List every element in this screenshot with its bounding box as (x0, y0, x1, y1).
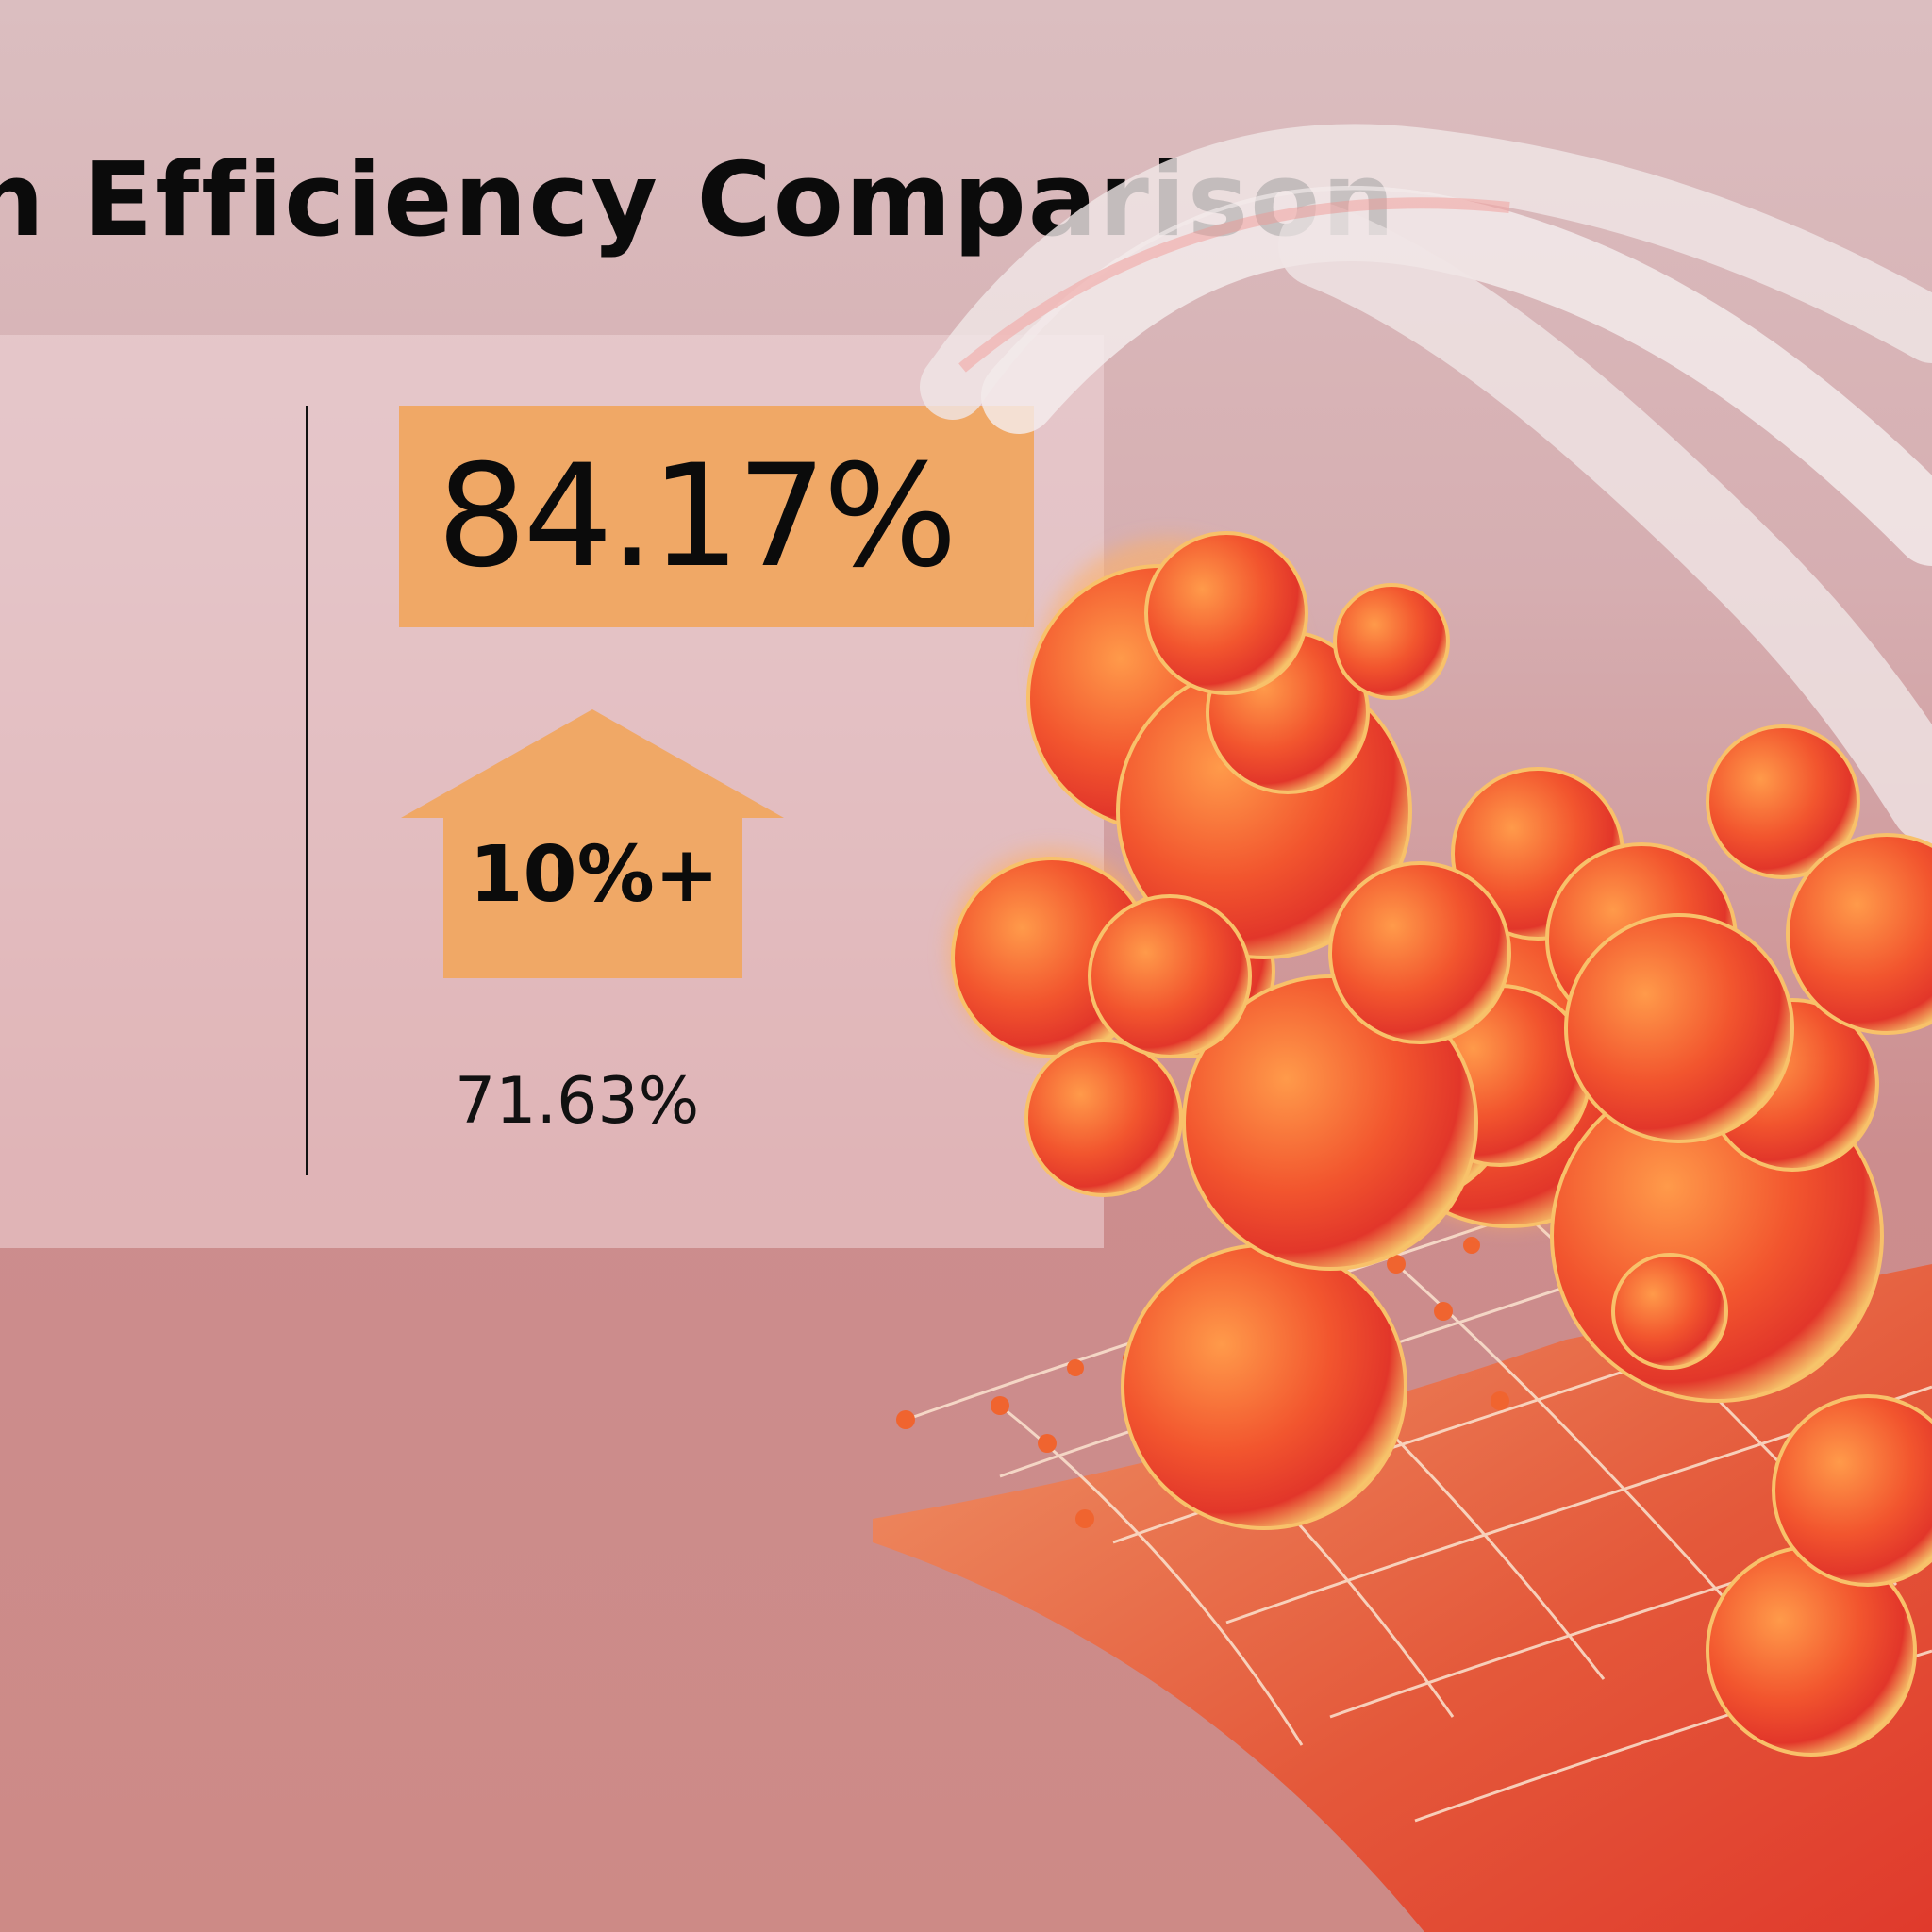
card-divider (306, 406, 308, 1175)
improved-value: 84.17% (437, 434, 958, 599)
baseline-value: 71.63% (455, 1064, 700, 1139)
increase-label: 10%+ (469, 830, 720, 920)
fiber-strands (920, 124, 1932, 844)
up-arrow-icon (401, 709, 784, 978)
improved-value-box: 84.17% (399, 406, 1034, 627)
sphere-cluster (948, 531, 1932, 1757)
illustration (873, 124, 1932, 1932)
